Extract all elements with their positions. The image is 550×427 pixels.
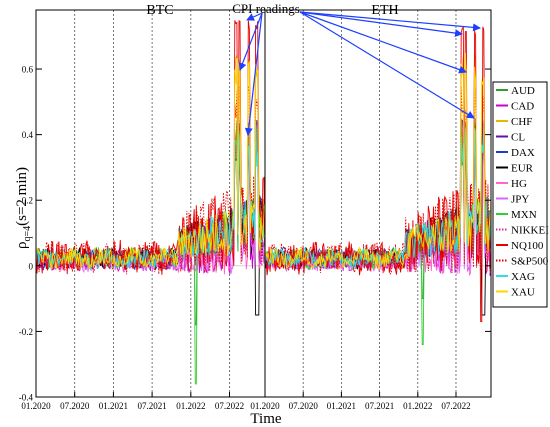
legend-label: JPY (511, 194, 529, 206)
legend-label: CL (511, 132, 525, 144)
y-tick-label: 0.4 (22, 130, 34, 140)
series-line-sp500 (264, 86, 492, 275)
legend-label: NQ100 (511, 240, 544, 252)
y-axis-title-main: ρ (14, 242, 30, 250)
legend-label: CAD (511, 101, 534, 113)
legend-entry-nq100: NQ100 (496, 240, 544, 252)
legend-entry-jpy: JPY (496, 194, 529, 206)
cpi-arrow (246, 12, 263, 21)
x-tick-label: 07.2020 (289, 401, 319, 411)
legend-entry-nikkei: NIKKEI (496, 225, 549, 237)
panel-title-btc: BTC (146, 3, 173, 18)
series-line-xau (35, 58, 266, 270)
legend-entry-aud: AUD (496, 85, 535, 97)
x-tick-label: 07.2022 (441, 401, 470, 411)
legend-label: NIKKEI (511, 225, 549, 237)
legend-entry-hg: HG (496, 178, 527, 190)
x-tick-label: 07.2021 (137, 401, 166, 411)
legend-label: DAX (511, 147, 535, 159)
x-tick-label: 07.2020 (60, 401, 90, 411)
legend-entry-xag: XAG (496, 271, 535, 283)
plot-area (36, 10, 265, 397)
panel-title-eth: ETH (371, 3, 398, 18)
x-tick-label: 01.2020 (21, 401, 51, 411)
x-tick-label: 01.2021 (327, 401, 356, 411)
legend-entry-cl: CL (496, 132, 525, 144)
y-axis-title: ρq=4(s=2 min) (14, 167, 33, 249)
y-tick-label: -0.4 (19, 393, 34, 403)
legend-entry-chf: CHF (496, 116, 532, 128)
x-tick-label: 01.2021 (99, 401, 128, 411)
legend-entry-xau: XAU (496, 287, 535, 299)
y-tick-label: 0.2 (22, 196, 33, 206)
annotation-label: CPI readings (232, 1, 300, 16)
svg-text:ρq=4(s=2 min): ρq=4(s=2 min) (14, 167, 33, 249)
x-tick-label: 07.2022 (215, 401, 244, 411)
legend-label: MXN (511, 209, 537, 221)
legend-label: XAG (511, 271, 535, 283)
x-tick-label: 01.2022 (176, 401, 205, 411)
panel-eth: 01.2020 07.2020 01.2021 07.2021 01.2022 07.20… (250, 9, 492, 411)
axes: -0.4 -0.2 0 0.2 0.4 0.6 (19, 65, 491, 403)
legend-label: HG (511, 178, 527, 190)
legend-entry-dax: DAX (496, 147, 535, 159)
x-axis-title: Time (250, 411, 281, 427)
legend: AUD CAD CHF CL DAX EUR HG JPY MXN NIKKEI NQ100 S&P5… (492, 81, 549, 308)
series-line-nq100 (264, 25, 492, 323)
y-tick-label: -0.2 (19, 327, 33, 337)
legend-entry-cad: CAD (496, 101, 534, 113)
y-tick-label: 0 (29, 261, 34, 271)
cpi-arrow (238, 12, 263, 71)
y-axis-title-rest: (s=2 min) (14, 167, 30, 226)
y-tick-label: 0.6 (22, 65, 34, 75)
legend-entry-eur: EUR (496, 163, 534, 175)
x-tick-label: 01.2022 (403, 401, 432, 411)
cpi-arrow (299, 11, 481, 32)
y-axis-title-sub: q=4 (22, 226, 33, 242)
cpi-arrow (299, 11, 463, 38)
cpi-arrow (299, 11, 475, 119)
plot-frame (264, 9, 492, 398)
legend-label: S&P500 (511, 256, 549, 268)
cpi-annotation (238, 11, 481, 136)
series-line-xau (264, 52, 492, 270)
cpi-arrow (244, 12, 263, 136)
legend-box (492, 81, 548, 308)
x-tick-label: 07.2021 (365, 401, 394, 411)
cpi-arrow (299, 11, 467, 74)
legend-entry-sp500: S&P500 (496, 256, 549, 268)
legend-label: EUR (511, 163, 534, 175)
legend-label: XAU (511, 287, 535, 299)
legend-entry-mxn: MXN (496, 209, 537, 221)
series-line-sp500 (35, 85, 266, 275)
legend-label: CHF (511, 116, 532, 128)
x-tick-label: 01.2020 (250, 401, 280, 411)
legend-label: AUD (511, 85, 535, 97)
panel-btc: 01.2020 07.2020 01.2021 07.2021 01.2022 07.20… (21, 9, 266, 411)
